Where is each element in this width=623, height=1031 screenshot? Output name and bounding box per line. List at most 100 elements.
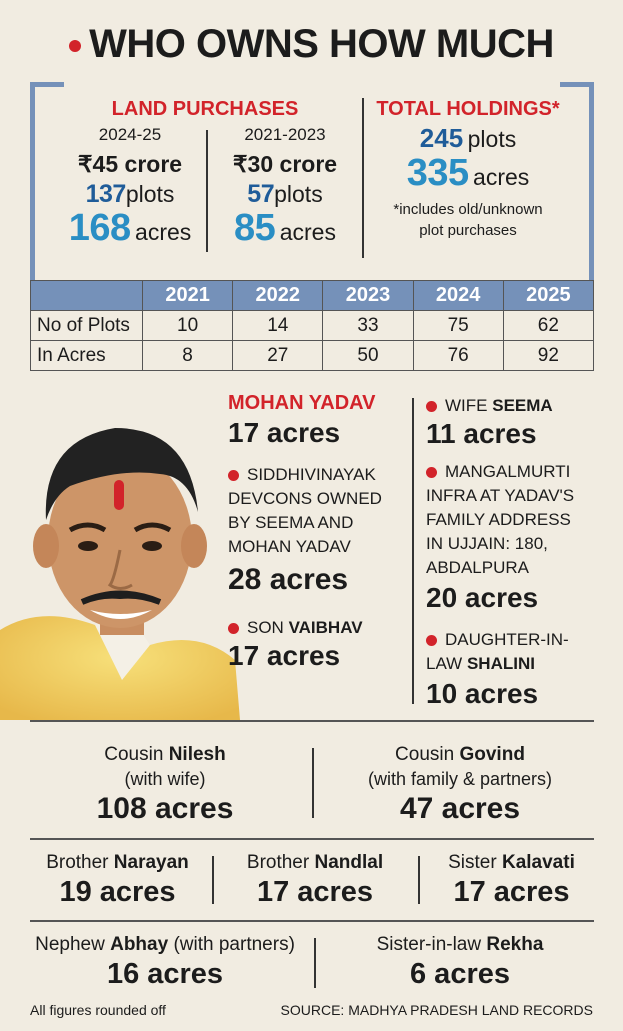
govind-label: Cousin Govind xyxy=(395,744,525,765)
holdings-note: *includes old/unknown plot purchases xyxy=(393,201,543,239)
mohan-acres: 17 acres xyxy=(228,417,341,448)
abhay-acres: 16 acres xyxy=(106,958,224,990)
divider-bottom xyxy=(314,938,316,988)
govind-sub: (with family & partners) xyxy=(367,769,553,789)
acres-value: 168 acres xyxy=(68,207,192,249)
divider-purchases xyxy=(206,130,208,252)
nandlal-block: Brother Nandlal 17 acres xyxy=(220,852,410,909)
daughter-label: DAUGHTER-IN- LAW SHALINI xyxy=(426,630,569,673)
purchase-2024-25: 2024-25 ₹45 crore 137plots 168 acres xyxy=(60,125,200,250)
table-cell: 76 xyxy=(412,340,504,371)
bullet-dot-icon xyxy=(426,467,437,479)
bullet-dot-icon xyxy=(69,40,82,53)
narayan-block: Brother Narayan 19 acres xyxy=(30,852,205,909)
nandlal-label: Brother Nandlal xyxy=(246,852,384,873)
wife-acres: 11 acres xyxy=(426,418,537,449)
table-cell: 27 xyxy=(232,340,324,371)
son-block: SON VAIBHAV 17 acres xyxy=(228,618,408,672)
period-label: 2024-25 xyxy=(98,125,162,144)
year-cell: 2021 xyxy=(141,280,234,311)
govind-acres: 47 acres xyxy=(399,792,521,825)
table-header-row: 2021 2022 2023 2024 2025 xyxy=(30,280,595,311)
mohan-block: MOHAN YADAV 17 acres xyxy=(228,392,408,449)
table-row: No of Plots 10 14 33 75 62 xyxy=(30,310,595,341)
daughter-block: DAUGHTER-IN- LAW SHALINI 10 acres xyxy=(426,628,616,710)
year-cell: 2022 xyxy=(232,280,324,311)
govind-block: Cousin Govind (with family & partners) 4… xyxy=(320,744,600,826)
wife-label: WIFE SEEMA xyxy=(426,396,616,416)
table-cell: 33 xyxy=(322,310,414,341)
kalavati-block: Sister Kalavati 17 acres xyxy=(424,852,599,909)
siddhi-label: SIDDHIVINAYAK DEVCONS OWNED BY SEEMA AND… xyxy=(228,465,382,556)
mangal-acres: 20 acres xyxy=(426,582,539,613)
rekha-acres: 6 acres xyxy=(410,958,510,990)
mangal-block: MANGALMURTI INFRA AT YADAV'S FAMILY ADDR… xyxy=(426,460,616,614)
page-title: WHO OWNS HOW MUCH xyxy=(0,22,623,67)
separator-1 xyxy=(30,720,594,722)
total-plots: 245 plots xyxy=(419,123,517,153)
total-acres: 335 acres xyxy=(406,152,530,194)
son-acres: 17 acres xyxy=(228,640,341,671)
wife-block: WIFE SEEMA 11 acres xyxy=(426,396,616,450)
nilesh-label: Cousin Nilesh xyxy=(104,744,226,765)
amount-value: ₹45 crore xyxy=(77,151,183,177)
rekha-block: Sister-in-law Rekha 6 acres xyxy=(320,934,600,991)
rekha-label: Sister-in-law Rekha xyxy=(376,934,544,955)
divider-family xyxy=(412,398,414,704)
nilesh-acres: 108 acres xyxy=(96,792,234,825)
year-cell: 2024 xyxy=(412,280,504,311)
separator-2 xyxy=(30,838,594,840)
mangal-label: MANGALMURTI INFRA AT YADAV'S FAMILY ADDR… xyxy=(426,462,575,577)
yearly-table: 2021 2022 2023 2024 2025 No of Plots 10 … xyxy=(30,280,595,371)
purchase-2021-2023: 2021-2023 ₹30 crore 57plots 85 acres xyxy=(215,125,355,250)
amount-value: ₹30 crore xyxy=(232,151,338,177)
abhay-label: Nephew Abhay (with partners) xyxy=(35,934,295,955)
table-cell: 50 xyxy=(322,340,414,371)
separator-3 xyxy=(30,920,594,922)
bullet-dot-icon xyxy=(228,470,239,482)
narayan-label: Brother Narayan xyxy=(46,852,189,873)
table-cell: 14 xyxy=(232,310,324,341)
period-label: 2021-2023 xyxy=(244,125,326,144)
nilesh-block: Cousin Nilesh (with wife) 108 acres xyxy=(30,744,300,826)
plots-value: 137plots xyxy=(85,180,175,208)
table-cell: 92 xyxy=(502,340,595,371)
summary-frame-top-gap xyxy=(64,78,560,90)
divider-cousins xyxy=(312,748,314,818)
kalavati-label: Sister Kalavati xyxy=(448,852,575,873)
daughter-acres: 10 acres xyxy=(426,678,539,709)
abhay-block: Nephew Abhay (with partners) 16 acres xyxy=(20,934,310,991)
row-label: In Acres xyxy=(30,340,143,371)
year-cell: 2023 xyxy=(322,280,414,311)
footer-note: All figures rounded off xyxy=(30,1002,166,1018)
narayan-acres: 19 acres xyxy=(59,876,176,908)
mohan-yadav-portrait xyxy=(0,428,240,720)
bullet-dot-icon xyxy=(426,401,437,413)
bullet-dot-icon xyxy=(426,635,437,647)
divider-holdings xyxy=(362,98,364,258)
row-label: No of Plots xyxy=(30,310,143,341)
table-cell: 62 xyxy=(502,310,595,341)
mohan-name: MOHAN YADAV xyxy=(228,392,376,414)
table-row: In Acres 8 27 50 76 92 xyxy=(30,340,595,371)
son-label: SON VAIBHAV xyxy=(228,618,408,638)
kalavati-acres: 17 acres xyxy=(453,876,570,908)
table-cell: 8 xyxy=(141,340,234,371)
year-cell: 2025 xyxy=(502,280,595,311)
siddhi-block: SIDDHIVINAYAK DEVCONS OWNED BY SEEMA AND… xyxy=(228,463,413,597)
nilesh-sub: (with wife) xyxy=(124,769,206,789)
bullet-dot-icon xyxy=(228,623,239,635)
table-cell: 10 xyxy=(141,310,234,341)
total-holdings-heading: TOTAL HOLDINGS* xyxy=(376,98,560,120)
table-corner-cell xyxy=(30,280,143,311)
divider-siblings-2 xyxy=(418,856,420,904)
acres-value: 85 acres xyxy=(234,207,336,249)
divider-siblings-1 xyxy=(212,856,214,904)
nandlal-acres: 17 acres xyxy=(256,876,374,908)
footer-source: SOURCE: MADHYA PRADESH LAND RECORDS xyxy=(280,1002,593,1018)
table-cell: 75 xyxy=(412,310,504,341)
land-purchases-heading: LAND PURCHASES xyxy=(111,98,299,120)
total-holdings: TOTAL HOLDINGS* 245 plots 335 acres *inc… xyxy=(368,98,568,241)
siddhi-acres: 28 acres xyxy=(228,563,349,596)
plots-value: 57plots xyxy=(247,180,323,208)
